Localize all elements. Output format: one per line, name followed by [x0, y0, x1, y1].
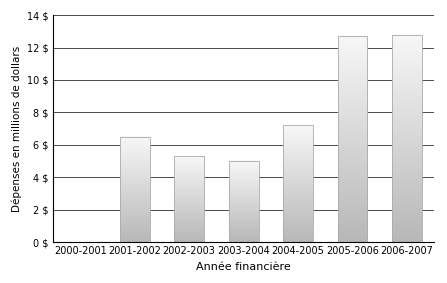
- Y-axis label: Dépenses en millions de dollars: Dépenses en millions de dollars: [11, 46, 21, 212]
- Bar: [228, 161, 258, 242]
- Bar: [120, 137, 150, 242]
- Bar: [283, 125, 313, 242]
- X-axis label: Année financière: Année financière: [196, 262, 291, 272]
- Bar: [174, 156, 204, 242]
- Bar: [337, 36, 367, 242]
- Bar: [392, 35, 422, 242]
